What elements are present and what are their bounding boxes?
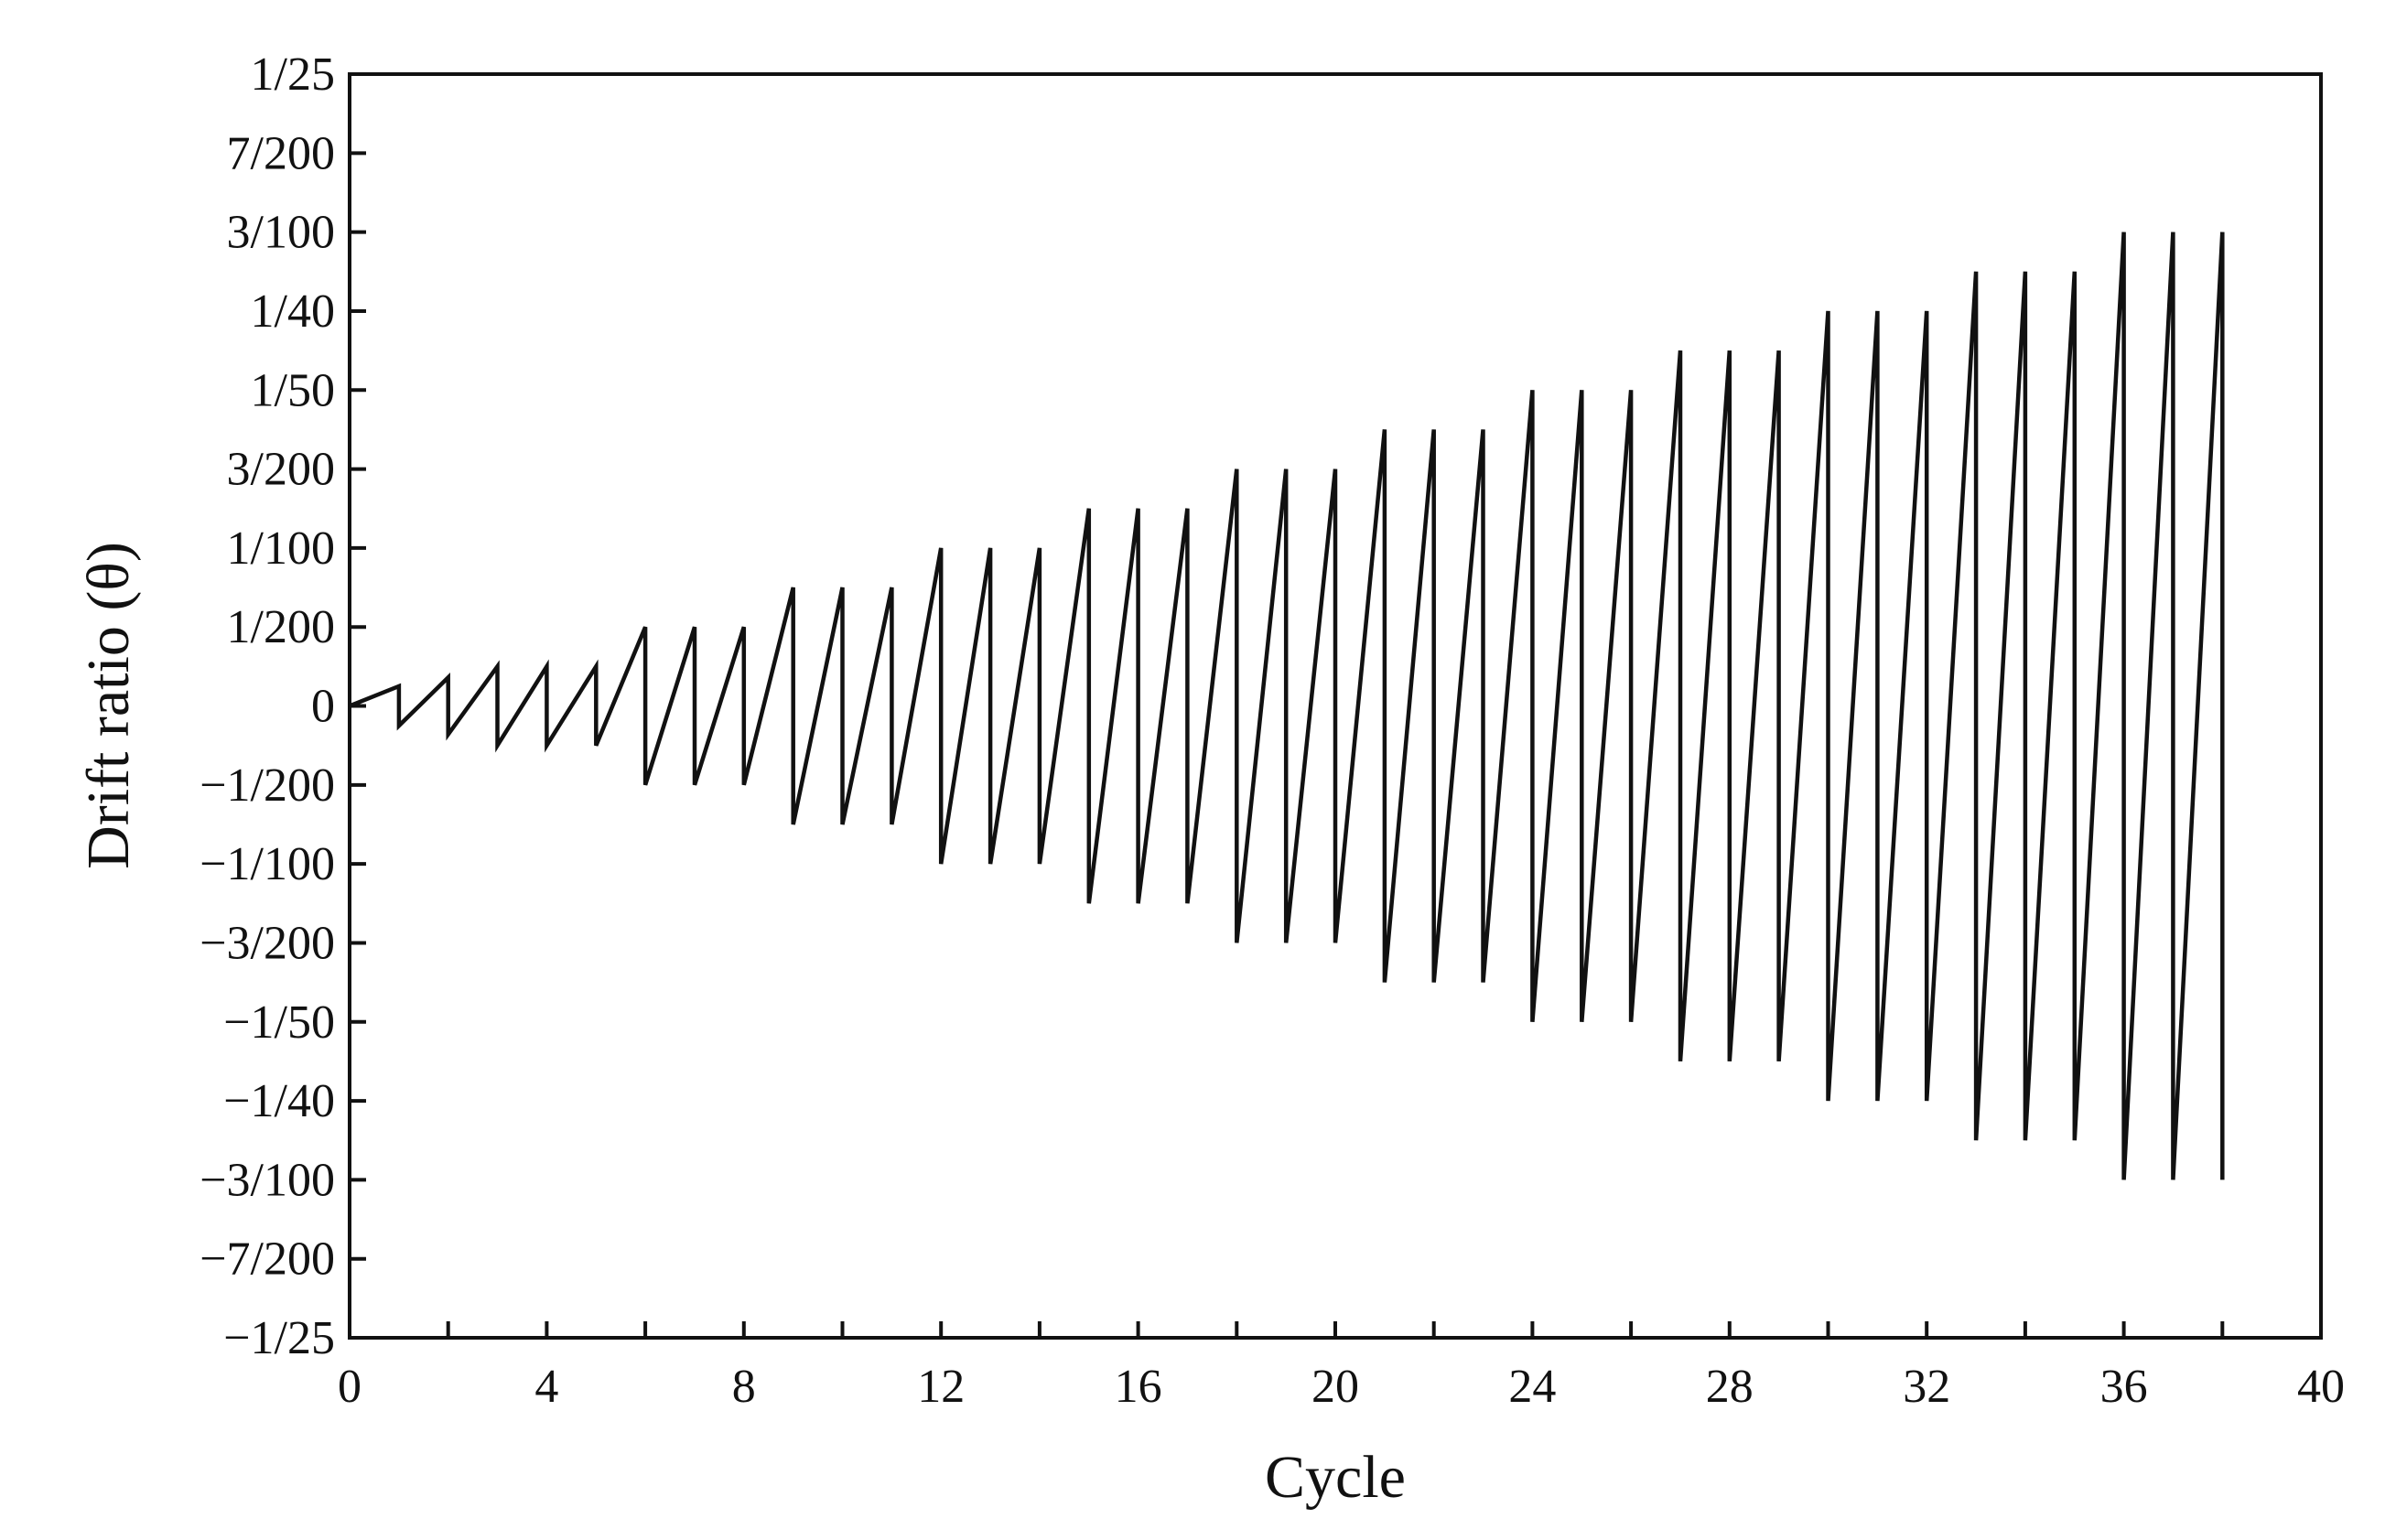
y-tick-label: −1/40	[223, 1075, 335, 1127]
y-tick-label: 1/40	[251, 285, 335, 338]
y-tick-label: 1/25	[251, 48, 335, 101]
y-tick-label: −1/200	[200, 759, 335, 812]
y-tick-label: 0	[311, 681, 335, 733]
x-tick-label: 32	[1903, 1361, 1950, 1413]
y-tick-label: −1/50	[223, 996, 335, 1049]
y-axis-title: Drift ratio (θ)	[75, 542, 142, 869]
y-tick-label: 3/200	[227, 444, 335, 496]
y-tick-label: −7/200	[200, 1233, 335, 1286]
x-tick-label: 40	[2297, 1361, 2345, 1413]
y-tick-label: −1/100	[200, 838, 335, 890]
x-axis-title: Cycle	[1265, 1444, 1406, 1511]
x-tick-label: 12	[917, 1361, 965, 1413]
x-tick-label: 8	[732, 1361, 756, 1413]
x-tick-label: 36	[2100, 1361, 2148, 1413]
x-tick-label: 28	[1706, 1361, 1754, 1413]
series-line	[349, 232, 2225, 1180]
x-axis-ticks: 0 4 8 12 16 20 24 28 32 36 40	[338, 1321, 2345, 1413]
y-tick-label: −3/200	[200, 917, 335, 969]
y-axis-ticks: 1/25 7/200 3/100 1/40 1/50 3/200 1/100 1/200 0 −1…	[200, 48, 366, 1364]
y-tick-label: 1/100	[227, 522, 335, 575]
x-tick-label: 0	[338, 1361, 362, 1413]
y-tick-label: 3/100	[227, 207, 335, 259]
y-tick-label: 7/200	[227, 127, 335, 179]
y-tick-label: −1/25	[223, 1312, 335, 1364]
y-tick-label: 1/200	[227, 601, 335, 653]
x-tick-label: 24	[1508, 1361, 1556, 1413]
x-tick-label: 16	[1115, 1361, 1162, 1413]
x-tick-label: 20	[1311, 1361, 1359, 1413]
y-tick-label: 1/50	[251, 364, 335, 416]
y-tick-label: −3/100	[200, 1154, 335, 1206]
x-tick-label: 4	[534, 1361, 558, 1413]
